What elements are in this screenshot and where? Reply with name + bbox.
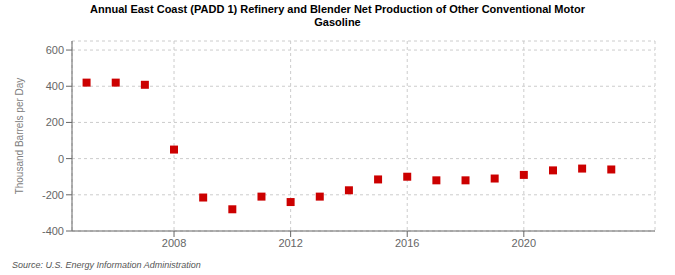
svg-text:Thousand Barrels per Day: Thousand Barrels per Day <box>14 78 25 195</box>
svg-text:600: 600 <box>46 44 64 56</box>
svg-text:400: 400 <box>46 80 64 92</box>
svg-text:200: 200 <box>46 116 64 128</box>
html-text:Source: U.S. Energy Informatio: Source: U.S. Energy Information Administ… <box>12 260 201 270</box>
svg-text:2016: 2016 <box>395 237 419 249</box>
svg-text:2008: 2008 <box>162 237 186 249</box>
svg-text:2012: 2012 <box>278 237 302 249</box>
svg-text:2020: 2020 <box>512 237 536 249</box>
html-text:Annual East Coast (PADD 1) Ref: Annual East Coast (PADD 1) Refinery and … <box>90 3 585 15</box>
svg-text:-400: -400 <box>42 225 64 237</box>
svg-text:0: 0 <box>58 153 64 165</box>
html-text:Gasoline: Gasoline <box>314 16 361 28</box>
svg-text:-200: -200 <box>42 189 64 201</box>
